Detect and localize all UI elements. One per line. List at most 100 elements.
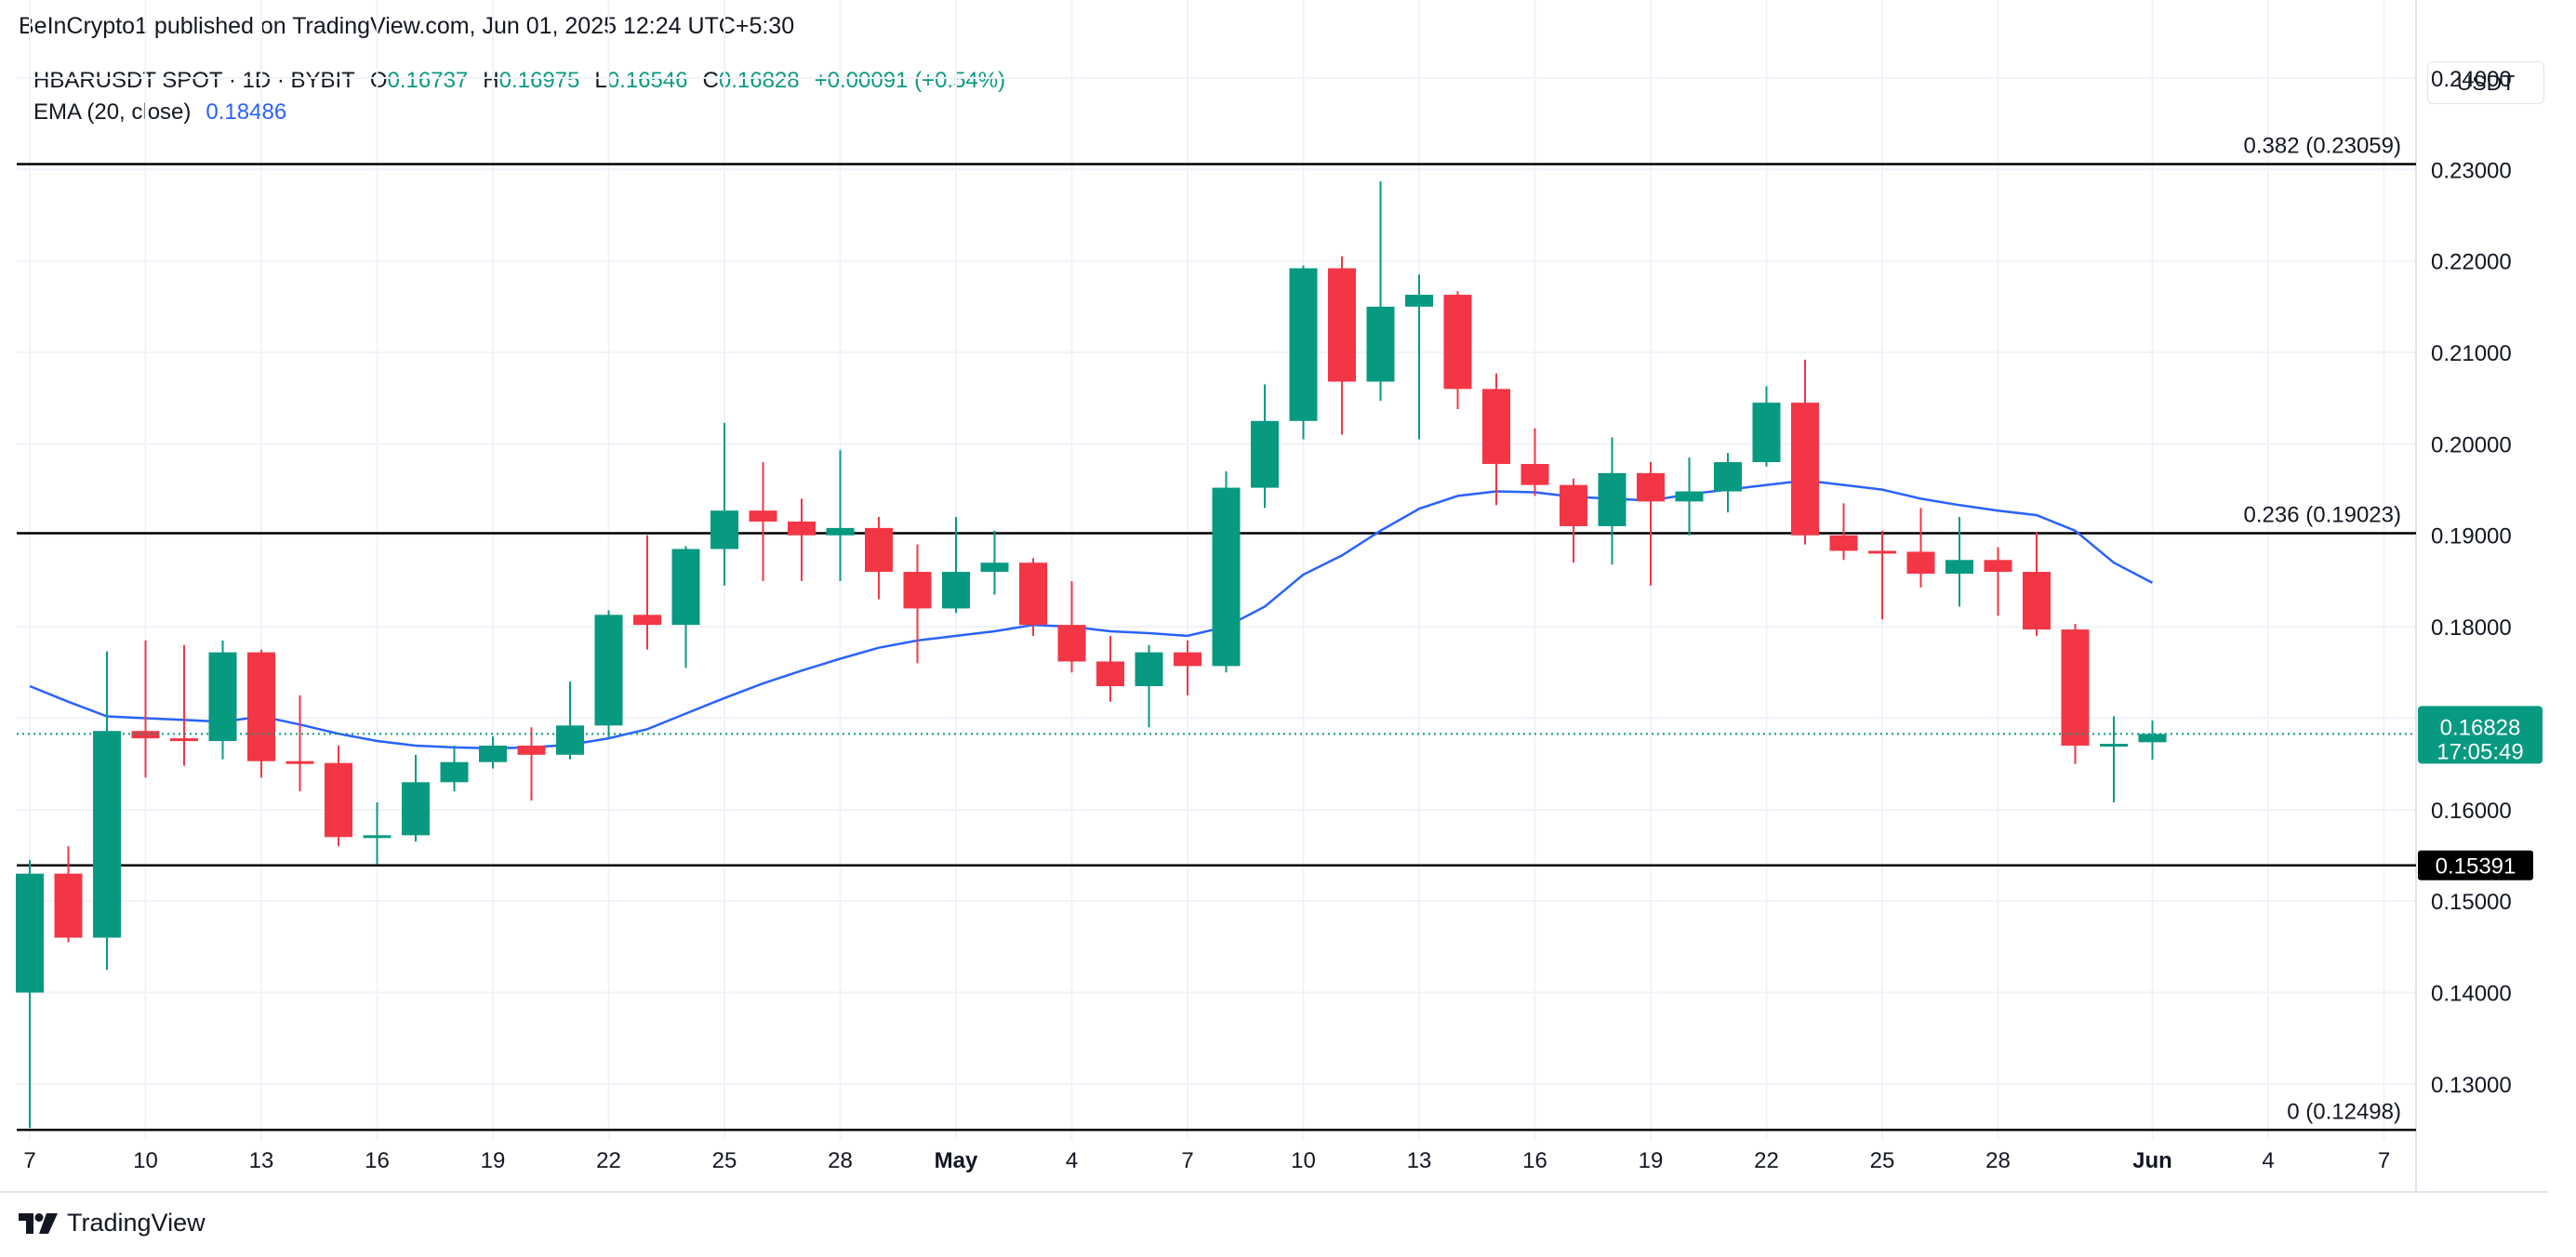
tradingview-logo[interactable]: TradingView xyxy=(19,1209,206,1237)
candle xyxy=(1829,503,1858,561)
y-tick-label: 0.18000 xyxy=(2431,615,2512,641)
symbol-label[interactable]: HBARUSDT SPOT · 1D · BYBIT xyxy=(33,68,355,93)
candle xyxy=(440,745,469,792)
candle xyxy=(247,649,275,778)
fib-level-label: 0 (0.12498) xyxy=(2287,1099,2401,1124)
candle xyxy=(1598,437,1627,565)
candle xyxy=(1405,274,1433,440)
y-tick-label: 0.22000 xyxy=(2431,250,2512,275)
ema-line-group xyxy=(29,479,2154,750)
candle-body xyxy=(1598,472,1627,526)
candle-body xyxy=(170,738,198,742)
candle-body xyxy=(54,873,83,938)
x-tick-label: 10 xyxy=(133,1148,158,1173)
x-tick-label: 7 xyxy=(23,1148,35,1173)
candle-body xyxy=(1212,487,1241,667)
candle xyxy=(1791,359,1819,545)
candle xyxy=(1019,558,1047,636)
candle-body xyxy=(1945,560,1973,575)
candle-body xyxy=(1443,295,1472,390)
x-tick-label: 7 xyxy=(2378,1148,2390,1173)
x-tick-label: 28 xyxy=(1985,1148,2011,1173)
ema-label[interactable]: EMA (20, close) xyxy=(33,99,192,125)
x-tick-label: Jun xyxy=(2132,1148,2172,1173)
candles xyxy=(16,181,2167,1129)
candle xyxy=(1675,457,1704,536)
candle xyxy=(556,681,584,760)
fib-levels: 0.382 (0.23059) 0.236 (0.19023) 0 (0.12498… xyxy=(17,133,2416,1131)
x-tick-label: 19 xyxy=(481,1148,506,1173)
y-axis[interactable]: 0.130000.140000.150000.160000.170000.180… xyxy=(2418,67,2543,1098)
candle xyxy=(325,745,352,847)
candle-body xyxy=(1560,484,1587,526)
currency-button[interactable]: USDT xyxy=(2427,61,2544,104)
candle xyxy=(1174,640,1202,695)
candle-body xyxy=(942,572,970,609)
support-price-badge[interactable]: 0.15391 xyxy=(2418,850,2533,880)
candle xyxy=(1096,635,1124,702)
open-label: O xyxy=(369,68,388,93)
candle xyxy=(402,754,430,842)
high-value: 0.16975 xyxy=(498,68,580,93)
candle-body xyxy=(325,762,352,838)
ohlc-row: HBARUSDT SPOT · 1D · BYBIT O 0.16737 H 0… xyxy=(33,65,1005,97)
y-tick-label: 0.24000 xyxy=(2431,67,2512,92)
x-tick-label: 16 xyxy=(1522,1148,1547,1173)
candle-body xyxy=(1019,562,1047,626)
candle xyxy=(479,736,507,769)
candlestick-chart[interactable]: 0.382 (0.23059) 0.236 (0.19023) 0 (0.12498… xyxy=(0,0,2576,1199)
candle-body xyxy=(1251,420,1279,488)
candle-body xyxy=(1405,295,1433,307)
candle-body xyxy=(1791,403,1819,536)
candle-body xyxy=(1096,661,1124,687)
candle xyxy=(1752,386,1781,467)
candle xyxy=(285,695,314,792)
candle xyxy=(749,462,777,581)
candle-body xyxy=(903,572,932,609)
candle-body xyxy=(2100,744,2128,747)
candle-body xyxy=(1868,550,1896,554)
candle xyxy=(1366,181,1395,402)
candle-body xyxy=(749,510,777,522)
x-tick-label: 13 xyxy=(1407,1148,1432,1173)
x-axis[interactable]: 7 10 13 16 19 22 25 28 May 4 7 10 13 16 19 22 25 28 Jun 4 7 xyxy=(23,1148,2390,1173)
candle-body xyxy=(1366,306,1395,382)
x-tick-label: 25 xyxy=(1870,1148,1895,1173)
candle xyxy=(1906,508,1935,588)
x-tick-label: 25 xyxy=(712,1148,737,1173)
candle xyxy=(671,546,700,668)
candle xyxy=(1328,256,1356,435)
tradingview-logo-icon xyxy=(19,1212,58,1234)
candle-body xyxy=(1752,403,1781,463)
last-price-badge-bg xyxy=(2418,706,2543,764)
candle xyxy=(2100,716,2128,802)
candle xyxy=(1520,428,1549,496)
footer-brand: TradingView xyxy=(67,1209,206,1237)
candle-body xyxy=(556,725,584,755)
bar-countdown: 17:05:49 xyxy=(2437,739,2523,764)
x-tick-label: 22 xyxy=(596,1148,621,1173)
candle xyxy=(1482,373,1510,506)
y-tick-label: 0.19000 xyxy=(2431,524,2512,549)
candle-body xyxy=(479,745,507,762)
publisher-header: BeInCrypto1 published on TradingView.com… xyxy=(19,13,795,39)
candle xyxy=(2138,720,2167,761)
candle-body xyxy=(1482,389,1510,465)
x-tick-label: 19 xyxy=(1639,1148,1664,1173)
low-label: L xyxy=(594,68,607,93)
candle xyxy=(826,450,855,581)
candle xyxy=(1714,453,1742,513)
candle xyxy=(1057,580,1086,673)
candle xyxy=(93,651,121,970)
x-tick-label: 4 xyxy=(1066,1148,1078,1173)
candle xyxy=(1560,478,1587,563)
candle xyxy=(1984,547,2012,616)
y-tick-label: 0.13000 xyxy=(2431,1073,2512,1098)
ema-value: 0.18486 xyxy=(206,99,287,125)
candle xyxy=(1289,265,1318,440)
candle xyxy=(2061,624,2090,764)
y-tick-label: 0.15000 xyxy=(2431,890,2512,915)
high-label: H xyxy=(483,68,499,93)
candle-body xyxy=(1174,652,1202,667)
